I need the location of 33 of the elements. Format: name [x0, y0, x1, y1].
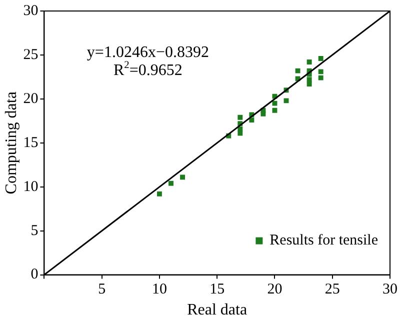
point — [180, 174, 185, 180]
point — [306, 60, 312, 64]
y-tick-label: 20 — [23, 90, 38, 107]
point — [318, 69, 324, 74]
point — [238, 114, 243, 120]
point — [284, 98, 289, 104]
y-tick-label: 15 — [23, 134, 38, 151]
point — [156, 191, 162, 196]
point — [318, 75, 324, 80]
point — [168, 180, 174, 186]
x-tick-label: 25 — [324, 282, 340, 298]
point — [272, 100, 278, 106]
point — [238, 130, 243, 136]
point — [295, 68, 300, 74]
y-tick-label: 10 — [23, 178, 38, 195]
x-axis-title: Real data — [187, 302, 248, 319]
y-axis-title: Computing data — [2, 92, 20, 194]
point — [272, 108, 278, 113]
y-tick-label: 5 — [30, 222, 38, 239]
x-tick-label: 10 — [152, 282, 167, 298]
x-tick-label: 30 — [382, 282, 398, 298]
point — [306, 77, 312, 82]
x-tick-label: 15 — [210, 282, 225, 298]
legend-label: Results for tensile — [270, 232, 378, 249]
point — [260, 111, 266, 116]
y-tick-label: 30 — [23, 2, 38, 19]
point — [318, 56, 324, 61]
y-tick-label: 25 — [23, 46, 38, 63]
x-tick-label: 5 — [98, 282, 106, 298]
annotation: y=1.0246x−0.8392 — [86, 44, 209, 62]
point — [306, 82, 312, 86]
y-tick-label: 0 — [30, 266, 38, 283]
x-tick-label: 20 — [267, 282, 282, 298]
